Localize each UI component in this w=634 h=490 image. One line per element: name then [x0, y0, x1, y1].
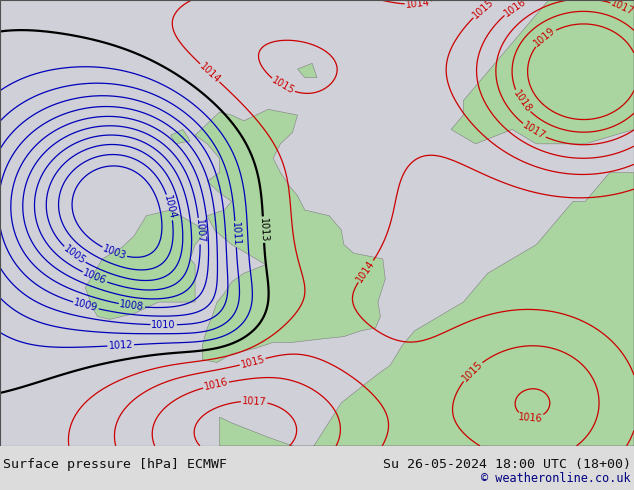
Text: 1018: 1018: [511, 89, 533, 114]
Text: 1007: 1007: [194, 219, 205, 244]
Text: 1010: 1010: [152, 319, 176, 330]
Text: 1009: 1009: [73, 298, 99, 314]
Text: 1013: 1013: [258, 217, 269, 242]
Text: Surface pressure [hPa] ECMWF: Surface pressure [hPa] ECMWF: [3, 458, 227, 471]
Text: 1014: 1014: [197, 61, 222, 85]
Text: 1016: 1016: [203, 377, 229, 392]
Text: Su 26-05-2024 18:00 UTC (18+00): Su 26-05-2024 18:00 UTC (18+00): [383, 458, 631, 471]
Polygon shape: [171, 129, 190, 144]
Text: 1017: 1017: [242, 395, 267, 407]
Text: 1006: 1006: [82, 268, 108, 287]
Text: 1008: 1008: [119, 299, 145, 312]
Text: 1017: 1017: [521, 121, 547, 142]
Text: 1015: 1015: [240, 354, 266, 370]
Text: 1017: 1017: [609, 0, 634, 17]
Text: 1011: 1011: [230, 221, 242, 246]
Text: 1015: 1015: [470, 0, 496, 21]
Text: 1004: 1004: [162, 194, 178, 221]
Text: 1003: 1003: [101, 244, 127, 262]
Polygon shape: [195, 109, 385, 363]
Text: 1012: 1012: [108, 340, 133, 351]
Text: 1015: 1015: [460, 359, 484, 384]
Text: © weatheronline.co.uk: © weatheronline.co.uk: [481, 472, 631, 485]
Text: 1016: 1016: [502, 0, 527, 18]
Text: 1019: 1019: [533, 25, 557, 49]
Polygon shape: [297, 63, 317, 78]
Text: 1014: 1014: [354, 259, 377, 284]
Polygon shape: [219, 172, 634, 460]
Text: 1005: 1005: [61, 244, 87, 267]
Polygon shape: [451, 0, 634, 144]
Text: 1016: 1016: [518, 412, 543, 424]
Text: 1015: 1015: [269, 75, 296, 97]
Text: 1014: 1014: [405, 0, 430, 10]
Polygon shape: [86, 210, 207, 319]
